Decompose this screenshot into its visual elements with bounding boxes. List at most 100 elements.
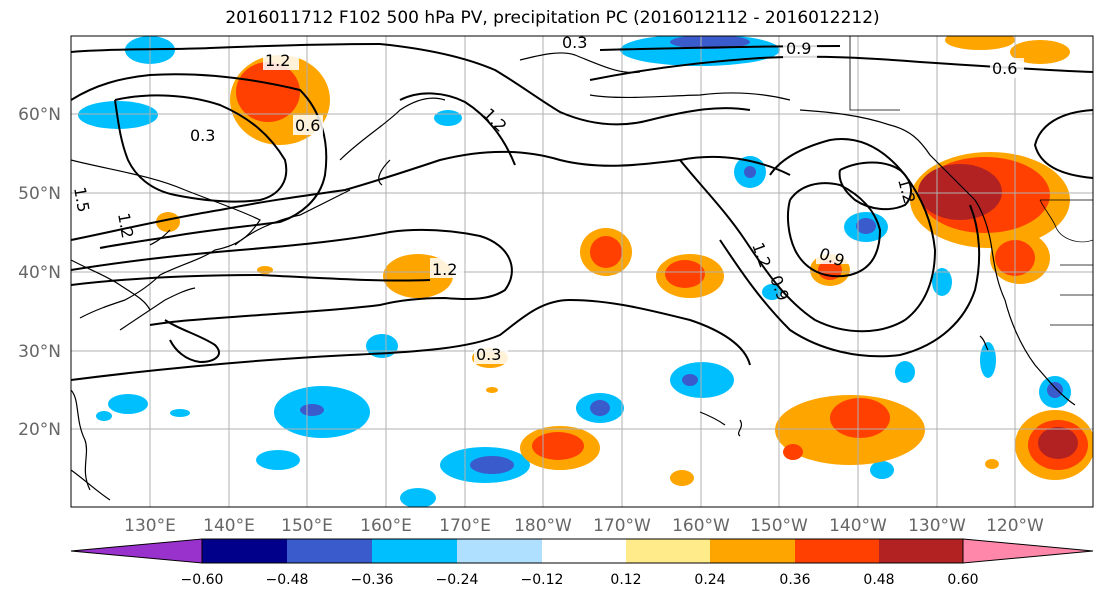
colorbar-tick-label: −0.24 [436, 572, 479, 588]
pos-precip-blob [945, 36, 1015, 50]
contour-label: 1.2 [748, 240, 775, 270]
colorbar-tick-label: −0.60 [181, 572, 224, 588]
neg-precip-blob [682, 374, 698, 386]
pos-precip-blob [830, 398, 890, 438]
lat-label: 60°N [18, 105, 61, 125]
pv-contour [399, 92, 516, 166]
pos-precip-blob [532, 432, 584, 460]
pv-contour [71, 273, 431, 286]
lon-labels: 130°E 140°E 150°E 160°E 170°E 180°W 170°… [124, 516, 1044, 536]
neg-precip-blob [470, 456, 514, 474]
colorbar-tick-label: 0.24 [694, 572, 725, 588]
contour-label: 0.3 [476, 345, 501, 364]
colorbar-tick-label: 0.60 [947, 572, 978, 588]
pv-contour [71, 43, 381, 53]
lon-label: 150°E [281, 516, 333, 536]
pv-contour [379, 43, 751, 126]
neg-precip-blob [300, 404, 324, 416]
lat-label: 40°N [18, 263, 61, 283]
colorbar-segment [542, 539, 626, 563]
neg-precip-blob [590, 400, 610, 416]
pv-contour [838, 161, 912, 211]
pos-precip-blob [918, 164, 1002, 220]
neg-precip-blob [96, 411, 112, 421]
lon-label: 170°E [439, 516, 491, 536]
colorbar-tick-label: 0.36 [779, 572, 810, 588]
pos-precip-blob [670, 470, 694, 486]
map-area: 1.2 0.6 0.3 1.2 1.5 1.2 1.2 0.3 0.9 0.6 … [70, 33, 1093, 507]
neg-precip-blob [762, 284, 782, 300]
pos-precip-blob [1010, 40, 1070, 64]
lon-label: 120°W [986, 516, 1044, 536]
colorbar-tick-label: 0.12 [610, 572, 641, 588]
pos-precip-blob [156, 212, 180, 232]
contour-label: 0.3 [190, 126, 215, 145]
colorbar-segment [710, 539, 795, 563]
contour-labels: 1.2 0.6 0.3 1.2 1.5 1.2 1.2 0.3 0.9 0.6 … [70, 33, 1024, 364]
colorbar: −0.60 −0.48 −0.36 −0.24 −0.12 0.12 0.24 … [70, 538, 1094, 588]
neg-precip-blob [170, 409, 190, 417]
lat-label: 20°N [18, 420, 61, 440]
pv-contour [71, 150, 791, 241]
map-frame [70, 35, 1094, 508]
contour-label: 0.9 [786, 39, 811, 58]
colorbar-tick-label: −0.36 [351, 572, 394, 588]
lat-label: 50°N [18, 184, 61, 204]
pos-precip-blob [665, 260, 705, 288]
lon-label: 140°E [203, 516, 255, 536]
pv-contour [679, 138, 937, 333]
contour-label: 0.3 [562, 33, 587, 52]
neg-precip-blob [744, 166, 756, 178]
lat-labels: 60°N 50°N 40°N 30°N 20°N [18, 105, 61, 440]
contour-label: 1.2 [432, 260, 457, 279]
contour-label: 1.2 [479, 104, 510, 135]
neg-precip-blob [1047, 382, 1063, 398]
neg-precip-blob [856, 218, 876, 234]
colorbar-segment [879, 539, 963, 563]
pos-precip-blob [590, 236, 622, 268]
colorbar-segment [457, 539, 542, 563]
colorbar-segment [372, 539, 457, 563]
colorbar-extend-max [962, 538, 1094, 564]
contour-label: 1.2 [114, 211, 137, 239]
contour-label: 0.6 [992, 59, 1017, 78]
precip-fields [78, 36, 1093, 507]
pos-precip-blob [236, 62, 300, 122]
pv-contour [164, 319, 220, 364]
colorbar-tick-label: −0.12 [521, 572, 564, 588]
contour-label: 1.5 [70, 185, 93, 213]
pos-precip-blob [257, 266, 273, 274]
neg-precip-blob [434, 110, 462, 126]
lon-label: 160°W [672, 516, 730, 536]
contour-label: 0.6 [295, 116, 320, 135]
colorbar-extend-min [70, 538, 203, 564]
lon-label: 180°W [514, 516, 572, 536]
pv-contour [71, 228, 513, 326]
pv-contour [99, 221, 281, 249]
lat-label: 30°N [18, 342, 61, 362]
colorbar-segment [202, 539, 287, 563]
pv-contour [719, 204, 981, 358]
pv-contour [71, 73, 328, 223]
pos-precip-blob [783, 444, 803, 460]
pv-contour [114, 94, 288, 203]
map-title: 2016011712 F102 500 hPa PV, precipitatio… [225, 8, 880, 28]
lon-label: 130°E [124, 516, 176, 536]
lon-label: 160°E [360, 516, 412, 536]
colorbar-outline [201, 538, 964, 564]
pv-contour [71, 298, 751, 381]
colorbar-segment [795, 539, 879, 563]
colorbar-segment [287, 539, 372, 563]
pv-contour [786, 182, 882, 278]
colorbar-tick-label: −0.48 [266, 572, 309, 588]
pos-precip-blob [486, 387, 498, 393]
contour-label: 1.2 [894, 176, 919, 206]
contour-label: 1.2 [265, 51, 290, 70]
neg-precip-blob [980, 342, 996, 378]
neg-precip-blob [400, 488, 436, 507]
pv-contour [1033, 109, 1093, 179]
neg-precip-blob [670, 362, 734, 398]
neg-precip-blob [895, 361, 915, 383]
neg-precip-blob [670, 36, 750, 49]
